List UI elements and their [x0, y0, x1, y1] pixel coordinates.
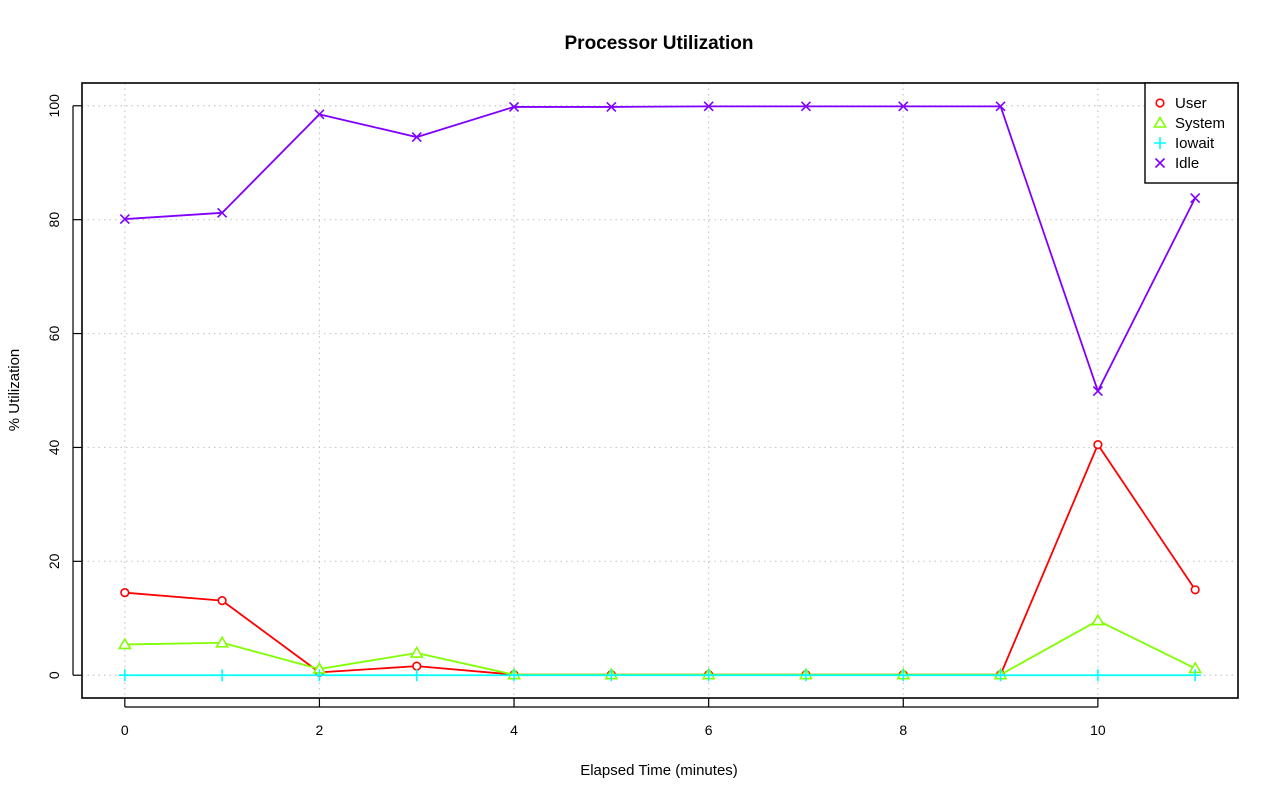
data-point-idle	[314, 109, 325, 120]
data-point-user	[1190, 585, 1200, 595]
legend-symbol-idle	[1154, 157, 1166, 169]
data-point-user	[217, 596, 227, 606]
data-point-user	[1093, 439, 1103, 450]
legend-marker-iowait	[1154, 137, 1166, 149]
data-point-iowait	[313, 669, 326, 682]
data-point-idle	[800, 101, 812, 112]
data-point-system	[117, 637, 132, 650]
y-tick-label: 40	[46, 439, 62, 455]
x-tick-label: 2	[316, 722, 324, 738]
legend-marker-idle	[1154, 157, 1166, 169]
data-point-system	[1090, 613, 1105, 626]
x-tick-label: 10	[1090, 722, 1106, 738]
legend-label-idle: Idle	[1175, 155, 1199, 172]
y-axis: 0 20 40 60 80 100	[46, 94, 82, 679]
data-point-idle	[995, 101, 1006, 112]
legend-label-iowait: Iowait	[1175, 135, 1215, 152]
x-tick-label: 0	[121, 722, 129, 738]
y-tick-label: 0	[46, 671, 62, 679]
data-point-system	[409, 645, 424, 658]
data-point-iowait	[216, 669, 229, 682]
data-point-iowait	[605, 669, 618, 682]
series-line-user	[124, 443, 1196, 676]
y-axis-label: % Utilization	[6, 349, 23, 432]
data-point-iowait	[994, 669, 1007, 682]
data-point-idle	[411, 132, 422, 143]
legend-item-iowait: Iowait	[1154, 135, 1215, 152]
legend-marker-user	[1155, 98, 1165, 108]
legend-label-user: User	[1175, 95, 1207, 112]
plot-frame	[81, 82, 1239, 699]
data-point-iowait	[410, 669, 423, 682]
data-point-idle	[606, 101, 617, 112]
data-point-iowait	[702, 669, 715, 682]
data-point-iowait	[799, 669, 812, 682]
data-point-iowait	[897, 669, 910, 682]
data-point-idle	[898, 101, 909, 112]
legend: User System Iowait Idle	[1144, 82, 1239, 184]
y-tick-label: 80	[46, 212, 62, 228]
data-point-user	[120, 588, 130, 598]
legend-item-system: System	[1153, 115, 1225, 132]
data-point-iowait	[1091, 669, 1104, 682]
data-point-iowait	[508, 669, 521, 682]
legend-item-idle: Idle	[1154, 155, 1199, 172]
data-point-idle	[1092, 386, 1103, 397]
series-idle	[119, 101, 1201, 397]
series-system	[117, 613, 1203, 680]
legend-symbol-user	[1155, 98, 1165, 108]
x-tick-label: 8	[899, 722, 907, 738]
data-point-iowait	[1189, 669, 1202, 682]
data-point-idle	[703, 101, 714, 112]
series-user	[120, 439, 1200, 680]
data-point-system	[215, 635, 230, 648]
x-axis: 0 2 4 6 8 10	[121, 698, 1106, 738]
data-point-idle	[1190, 192, 1201, 204]
data-point-iowait	[118, 669, 131, 682]
data-point-idle	[119, 214, 130, 225]
data-point-idle	[508, 101, 520, 112]
legend-marker-system	[1153, 115, 1167, 128]
x-axis-label: Elapsed Time (minutes)	[580, 762, 738, 779]
grid-lines	[82, 83, 1238, 698]
series-line-idle	[124, 105, 1196, 392]
chart-title: Processor Utilization	[565, 33, 754, 54]
y-tick-label: 20	[46, 553, 62, 569]
data-point-idle	[217, 207, 228, 218]
data-point-user	[412, 661, 422, 671]
legend-item-user: User	[1155, 95, 1207, 112]
x-tick-label: 4	[510, 722, 518, 738]
x-tick-label: 6	[705, 722, 713, 738]
legend-symbol-iowait	[1154, 137, 1166, 149]
legend-symbol-system	[1153, 115, 1167, 128]
series-layer	[117, 101, 1203, 682]
legend-label-system: System	[1175, 115, 1225, 132]
series-iowait	[118, 669, 1202, 682]
y-tick-label: 100	[46, 94, 62, 118]
y-tick-label: 60	[46, 326, 62, 342]
